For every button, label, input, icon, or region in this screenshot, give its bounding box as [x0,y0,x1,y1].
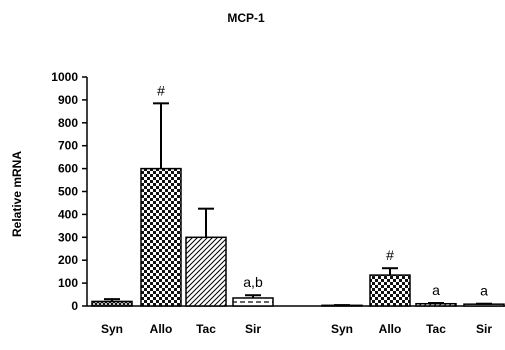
x-tick-label: Sir [245,322,261,336]
y-tick-label: 700 [58,139,78,153]
y-tick-label: 800 [58,116,78,130]
bar-tac [415,302,457,307]
bar-allo [369,274,411,307]
y-tick-label: 600 [58,162,78,176]
x-tick-label: Syn [101,322,123,336]
chart-title: MCP-1 [227,11,265,25]
significance-label: # [386,247,394,263]
significance-label: a [480,283,488,299]
y-tick-label: 0 [71,299,78,313]
x-tick-label: Allo [379,322,402,336]
y-tick-label: 1000 [51,70,78,84]
y-tick-label: 100 [58,276,78,290]
x-tick-label: Tac [196,322,216,336]
significance-label: a [432,282,440,298]
bar-allo [140,167,182,307]
x-tick-label: Sir [476,322,492,336]
y-tick-label: 200 [58,253,78,267]
y-tick-label: 400 [58,207,78,221]
bar-sir [232,297,274,307]
x-tick-label: Tac [426,322,446,336]
x-tick-label: Allo [150,322,173,336]
y-ticks: 0 100 200 300 400 500 600 700 800 900 1000 [51,70,87,313]
significance-label: # [157,82,165,98]
y-axis-label: Relative mRNA [10,151,24,237]
bar-tac [185,236,227,307]
y-tick-label: 500 [58,185,78,199]
y-tick-label: 900 [58,93,78,107]
y-tick-label: 300 [58,230,78,244]
bar-syn [91,300,133,307]
significance-label: a,b [243,274,263,290]
bars: # a,b # a a [91,82,505,307]
x-tick-labels: Syn Allo Tac Sir Syn Allo Tac Sir [101,322,492,336]
x-tick-label: Syn [331,322,353,336]
